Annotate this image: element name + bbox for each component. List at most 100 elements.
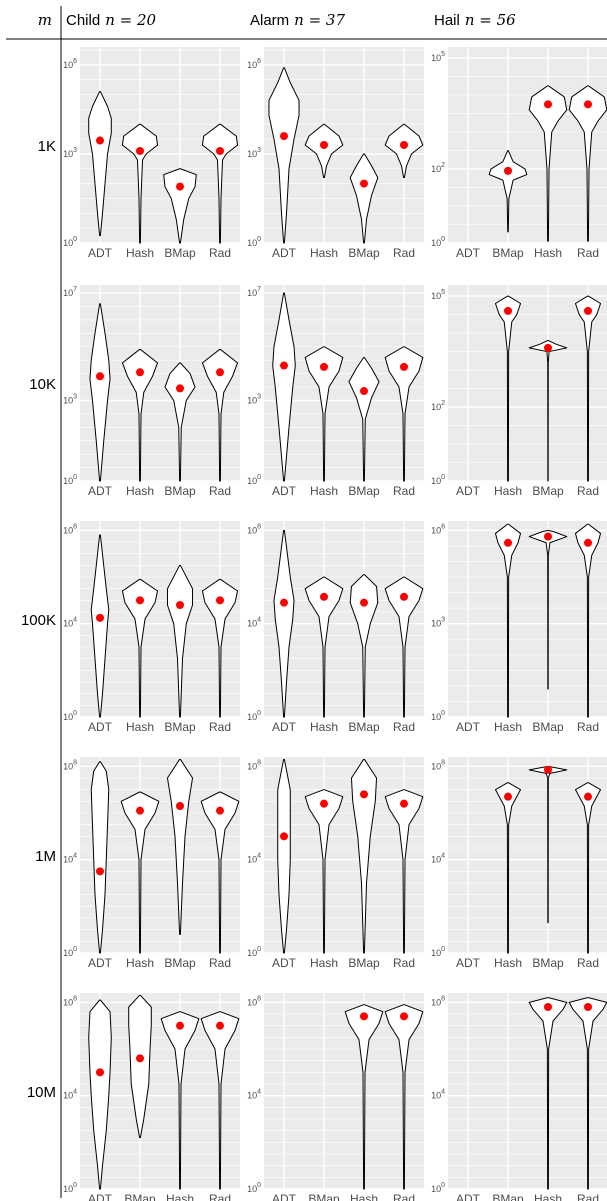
violin-rad: [384, 789, 424, 954]
x-category-label: BMap: [348, 246, 380, 260]
violin-hash: [494, 782, 522, 954]
violin-rad: [568, 85, 607, 242]
x-category-label: ADT: [88, 484, 113, 498]
y-tick-label: 103: [247, 147, 261, 159]
y-tick-label: 104: [247, 617, 261, 629]
panel-10k-child: 100 103 107 ADT Hash BMap Rad: [63, 285, 240, 498]
panel-background: [448, 285, 607, 481]
y-tick-label: 100: [431, 710, 445, 722]
column-name: Hail: [434, 12, 460, 29]
violin-rad: [200, 1011, 240, 1190]
violin-adt: [88, 999, 112, 1190]
violin-rad: [574, 295, 602, 482]
x-category-label: BMap: [532, 484, 564, 498]
violin-bmap: [349, 153, 379, 244]
y-tick-label: 104: [247, 853, 261, 865]
violin-hash: [304, 789, 344, 954]
mean-point-bmap: [360, 790, 368, 799]
violin-adt: [272, 292, 296, 482]
x-category-label: Rad: [577, 956, 599, 970]
x-category-label: Rad: [209, 484, 231, 498]
mean-point-rad: [584, 538, 592, 547]
violin-adt: [277, 758, 291, 954]
x-category-label: ADT: [88, 1192, 113, 1201]
y-tick-label: 100: [247, 236, 261, 248]
y-tick-label: 104: [63, 617, 77, 629]
y-tick-label: 100: [431, 1182, 445, 1194]
row-label-1k: 1K: [38, 138, 56, 155]
violin-rad: [574, 523, 602, 718]
y-tick-label: 104: [247, 1089, 261, 1101]
y-tick-label: 103: [63, 393, 77, 405]
mean-point-bmap: [136, 1054, 144, 1063]
y-tick-label: 103: [63, 147, 77, 159]
panel-1k-hail: 100 102 105 ADT BMap Hash Rad: [431, 47, 607, 260]
y-tick-label: 108: [247, 995, 261, 1007]
mean-point-hash: [504, 538, 512, 547]
violin-hash: [528, 85, 568, 242]
x-category-label: Rad: [209, 720, 231, 734]
x-category-label: Rad: [577, 246, 599, 260]
violin-hash: [304, 346, 344, 482]
violin-adt: [273, 529, 295, 718]
mean-point-hash: [136, 596, 144, 605]
y-tick-label: 100: [431, 474, 445, 486]
y-tick-label: 104: [63, 853, 77, 865]
mean-point-bmap: [176, 601, 184, 609]
x-category-label: Hash: [310, 246, 338, 260]
violin-bmap: [128, 994, 152, 1139]
panel-10k-hail: 100 102 105 ADT Hash BMap Rad: [431, 285, 607, 498]
y-tick-label: 104: [431, 1089, 445, 1101]
mean-point-adt: [280, 832, 288, 841]
x-category-label: Rad: [393, 956, 415, 970]
mean-point-hash: [136, 146, 144, 155]
violin-hash: [120, 791, 160, 954]
x-category-label: BMap: [348, 956, 380, 970]
violin-bmap: [164, 362, 196, 482]
violin-hash: [121, 578, 159, 718]
mean-point-hash: [176, 1021, 184, 1030]
x-category-label: Hash: [494, 956, 522, 970]
row-label-1m: 1M: [35, 848, 56, 865]
panel-10k-alarm: 100 103 107 ADT Hash BMap Rad: [247, 285, 424, 498]
x-category-label: ADT: [272, 720, 297, 734]
x-category-label: BMap: [308, 1192, 340, 1201]
x-category-label: Hash: [494, 484, 522, 498]
y-tick-label: 103: [247, 393, 261, 405]
y-tick-label: 108: [431, 759, 445, 771]
violin-bmap: [166, 564, 194, 718]
mean-point-adt: [96, 867, 104, 876]
panel-1m-alarm: 100 104 108 ADT Hash BMap Rad: [247, 757, 424, 970]
y-tick-label: 103: [431, 617, 445, 629]
column-name: Child: [66, 12, 100, 29]
violin-hash: [160, 1011, 200, 1190]
x-category-label: Rad: [577, 484, 599, 498]
x-category-label: Rad: [577, 1192, 599, 1201]
x-category-label: BMap: [532, 956, 564, 970]
mean-point-bmap: [360, 179, 368, 188]
y-tick-label: 106: [247, 58, 261, 70]
violin-bmap: [166, 758, 194, 935]
panel-background: [448, 47, 607, 243]
mean-point-bmap: [176, 802, 184, 810]
panel-100k-hail: 100 103 106 ADT Hash BMap Rad: [431, 521, 607, 734]
mean-point-rad: [400, 362, 408, 371]
mean-point-adt: [96, 372, 104, 381]
column-header-alarm: Alarm n = 37: [250, 11, 345, 29]
violin-rad: [384, 123, 424, 179]
y-tick-label: 104: [431, 853, 445, 865]
m-axis-label: m: [38, 11, 52, 29]
panel-1m-hail: 100 104 108 ADT Hash BMap Rad: [431, 757, 607, 970]
mean-point-hash: [320, 592, 328, 601]
x-category-label: Rad: [393, 720, 415, 734]
mean-point-rad: [400, 141, 408, 149]
mean-point-adt: [280, 132, 288, 141]
y-tick-label: 100: [63, 710, 77, 722]
violin-hash: [304, 576, 344, 718]
violin-bmap: [350, 758, 378, 954]
panel-10m-alarm: 100 104 108 ADT BMap Hash Rad: [247, 993, 424, 1201]
y-tick-label: 100: [63, 236, 77, 248]
x-category-label: Hash: [126, 720, 154, 734]
mean-point-bmap: [176, 384, 184, 393]
